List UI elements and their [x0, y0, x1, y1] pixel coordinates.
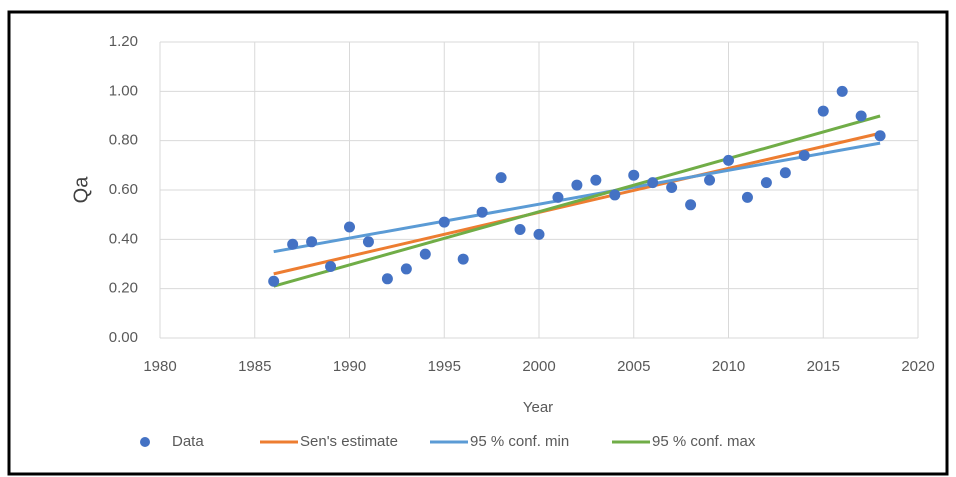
data-point — [306, 236, 318, 248]
x-tick-label: 1995 — [428, 358, 461, 375]
trend-line — [273, 131, 881, 276]
data-point — [325, 260, 337, 272]
y-tick-label: 0.00 — [109, 329, 138, 346]
y-tick-label: 0.40 — [109, 230, 138, 247]
y-tick-label: 0.20 — [109, 280, 138, 297]
data-point — [628, 169, 640, 181]
data-point — [874, 130, 886, 142]
legend-label: 95 % conf. max — [652, 433, 756, 450]
x-tick-label: 1985 — [238, 358, 271, 375]
data-point — [438, 216, 450, 228]
x-tick-label: 2015 — [807, 358, 840, 375]
data-point — [779, 167, 791, 179]
data-point — [476, 206, 488, 218]
data-point — [798, 149, 810, 161]
data-point — [609, 189, 621, 201]
data-point — [400, 263, 412, 275]
data-point — [287, 238, 299, 250]
x-tick-label: 2000 — [522, 358, 555, 375]
data-point — [419, 248, 431, 260]
data-point — [760, 177, 772, 189]
trend-line — [273, 114, 881, 288]
legend-label: Data — [172, 433, 204, 450]
y-tick-label: 1.20 — [109, 33, 138, 50]
legend-label: 95 % conf. min — [470, 433, 569, 450]
x-tick-label: 1980 — [143, 358, 176, 375]
y-tick-label: 0.80 — [109, 132, 138, 149]
data-point — [571, 179, 583, 191]
frame — [7, 10, 949, 476]
y-tick-label: 0.60 — [109, 181, 138, 198]
data-point — [704, 174, 716, 186]
data-point — [647, 177, 659, 189]
x-tick-label: 2005 — [617, 358, 650, 375]
data-point — [457, 253, 469, 265]
data-point — [552, 191, 564, 203]
data-point — [855, 110, 867, 122]
x-axis-title: Year — [523, 399, 553, 416]
data-point — [741, 191, 753, 203]
y-tick-label: 1.00 — [109, 82, 138, 99]
data-point — [533, 228, 545, 240]
legend-marker — [140, 437, 150, 447]
legend-label: Sen's estimate — [300, 433, 398, 450]
data-point — [836, 85, 848, 97]
data-point — [723, 154, 734, 166]
data-point — [495, 172, 507, 184]
data-point — [590, 174, 602, 186]
data-point — [381, 273, 393, 285]
x-tick-label: 1990 — [333, 358, 366, 375]
data-point — [344, 221, 355, 233]
data-point — [666, 182, 678, 194]
y-axis-title: Qa — [70, 176, 92, 204]
x-tick-label: 2020 — [901, 358, 934, 375]
x-tick-label: 2010 — [712, 358, 745, 375]
data-point — [514, 223, 526, 235]
data-point — [685, 199, 697, 211]
data-point — [817, 105, 829, 117]
data-point — [268, 275, 280, 287]
trend-line — [273, 141, 881, 254]
data-point — [362, 236, 374, 248]
